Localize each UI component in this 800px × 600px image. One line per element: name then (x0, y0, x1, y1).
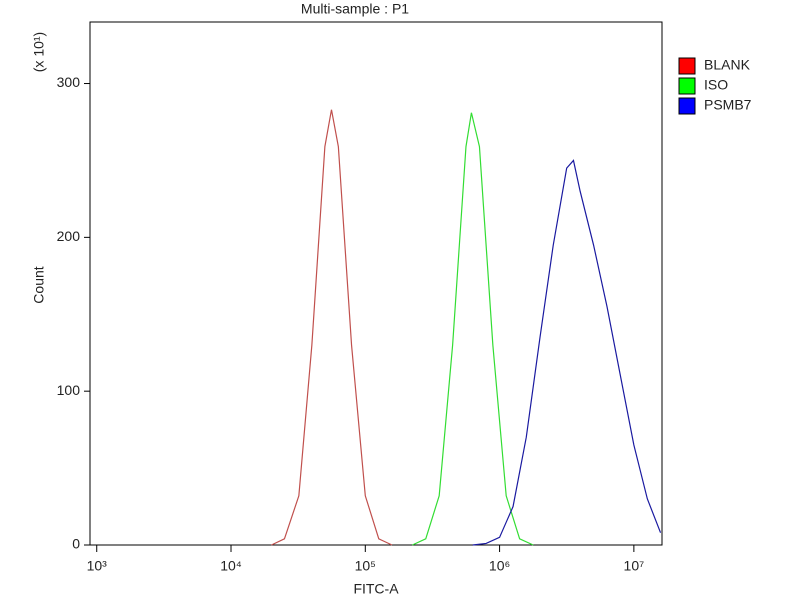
y-tick-label: 100 (57, 382, 81, 398)
legend-swatch (678, 97, 696, 115)
legend-swatch (678, 77, 696, 95)
y-tick-label: 200 (57, 228, 81, 244)
chart-title: Multi-sample : P1 (301, 1, 409, 17)
x-tick-label: 10³ (87, 558, 108, 574)
y-tick-label: 300 (57, 74, 81, 90)
histogram-line (472, 159, 662, 546)
histogram-line (271, 109, 393, 546)
y-tick-label: 0 (72, 536, 80, 552)
x-tick-label: 10⁵ (355, 558, 376, 574)
legend-label: ISO (704, 77, 728, 93)
legend-label: BLANK (704, 57, 751, 73)
x-tick-label: 10⁴ (220, 558, 242, 574)
histogram-line (412, 112, 534, 546)
x-axis-label: FITC-A (353, 581, 399, 597)
y-multiplier: (x 10¹) (31, 32, 47, 72)
x-tick-label: 10⁷ (624, 558, 645, 574)
x-tick-label: 10⁶ (489, 558, 510, 574)
legend-swatch (678, 57, 696, 75)
y-axis-label: Count (31, 266, 47, 303)
legend-label: PSMB7 (704, 97, 752, 113)
plot-frame (89, 21, 663, 546)
